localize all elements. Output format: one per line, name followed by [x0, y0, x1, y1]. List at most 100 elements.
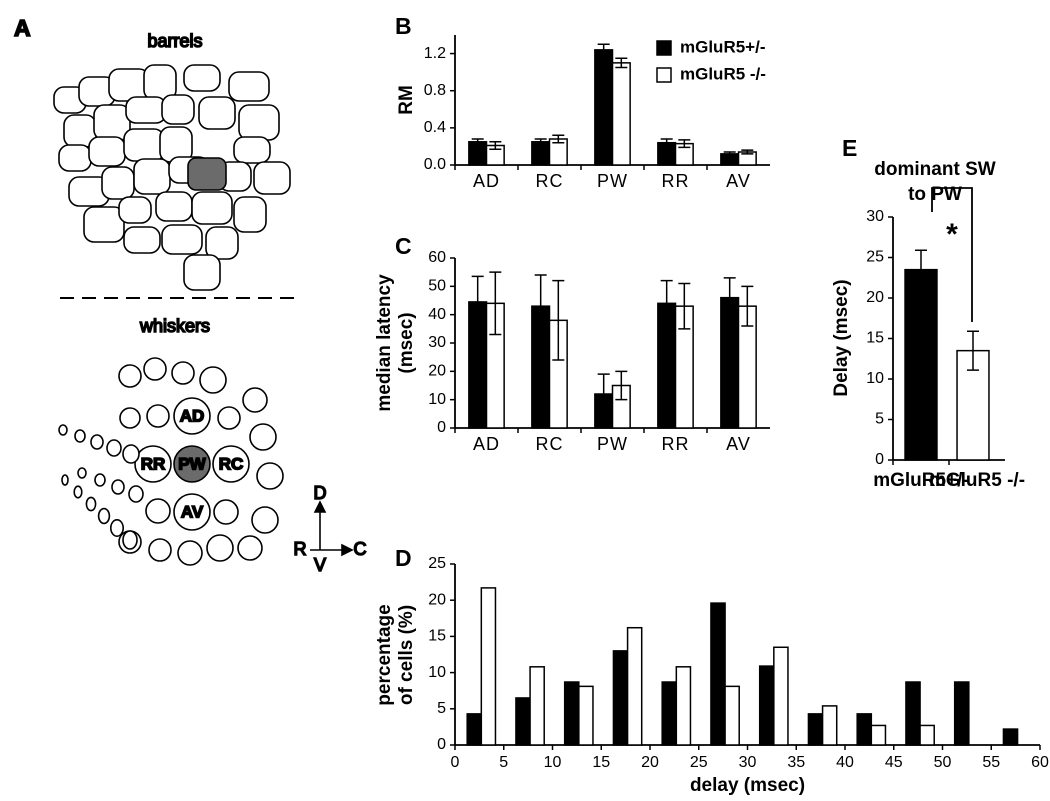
- error-bar: [723, 151, 736, 157]
- barrel: [155, 191, 193, 222]
- histogram-bar: [578, 685, 594, 746]
- histogram-bar: [856, 713, 873, 746]
- x-tick-label: 60: [1031, 754, 1049, 771]
- y-tick-label: 0: [437, 736, 446, 753]
- barrel: [233, 196, 267, 233]
- histogram-bar: [821, 705, 838, 746]
- y-tick-label: 10: [866, 370, 884, 387]
- panel-label: D: [395, 545, 412, 571]
- x-tick-label: 45: [885, 754, 903, 771]
- barrel: [133, 158, 171, 195]
- error-bar: [967, 330, 979, 371]
- error-bar: [615, 57, 628, 69]
- y-axis-label: (msec): [396, 312, 417, 373]
- error-bar: [597, 43, 610, 57]
- x-tick-label: 5: [499, 754, 508, 771]
- barrel: [123, 226, 161, 254]
- whisker: [242, 387, 268, 413]
- x-tick-label: 20: [641, 754, 659, 771]
- legend-label: mGluR5 -/-: [680, 64, 766, 83]
- barrel: [101, 166, 135, 200]
- y-tick-label: 0.4: [424, 119, 446, 136]
- whiskers-label: whiskers: [139, 316, 210, 336]
- barrel: [183, 64, 221, 92]
- x-tick-label: PW: [597, 171, 628, 191]
- whisker: [173, 445, 211, 483]
- histogram-bar: [661, 681, 678, 746]
- whisker: [128, 485, 144, 503]
- y-tick-label: 30: [866, 208, 884, 225]
- panel-label: C: [395, 233, 412, 259]
- whisker: [97, 507, 111, 525]
- histogram-bar: [515, 697, 531, 746]
- whisker: [61, 474, 69, 486]
- whisker: [111, 479, 125, 495]
- barrel: [233, 136, 271, 164]
- panel-label: B: [395, 13, 412, 39]
- x-tick-label: 50: [934, 754, 952, 771]
- significance-marker: *: [946, 218, 958, 251]
- barrel: [58, 144, 92, 172]
- whisker: [171, 361, 195, 385]
- y-tick-label: 60: [428, 249, 446, 266]
- error-bar: [534, 274, 547, 339]
- bar: [594, 49, 614, 166]
- whisker: [177, 540, 203, 566]
- whisker: [74, 429, 86, 443]
- y-axis-label: RM: [396, 85, 417, 115]
- barrel: [205, 226, 239, 260]
- whisker: [206, 534, 234, 562]
- y-tick-label: 10: [428, 391, 446, 408]
- whisker: [145, 498, 171, 524]
- barrel: [83, 206, 125, 243]
- x-tick-label: RC: [536, 434, 564, 454]
- error-bar: [678, 139, 691, 149]
- y-axis-label: median latency: [374, 274, 395, 412]
- x-tick-label: 55: [982, 754, 1000, 771]
- x-tick-label: RR: [662, 171, 690, 191]
- error-bar: [471, 275, 484, 329]
- legend-label: mGluR5+/-: [680, 37, 766, 56]
- error-bar: [678, 282, 691, 330]
- x-tick-label: RR: [662, 434, 690, 454]
- y-tick-label: 40: [428, 306, 446, 323]
- whisker: [173, 397, 211, 435]
- histogram-bar: [773, 646, 789, 746]
- error-bar: [741, 285, 754, 327]
- x-tick-label: AD: [473, 171, 500, 191]
- error-bar: [597, 373, 610, 415]
- barrels-label: barrels: [147, 31, 202, 51]
- whisker: [213, 499, 239, 525]
- whisker-label: RC: [219, 454, 244, 473]
- whisker: [237, 535, 263, 561]
- y-axis-label: Delay (msec): [831, 279, 852, 396]
- x-tick-label: 15: [592, 754, 610, 771]
- histogram-bar: [953, 681, 970, 746]
- significance-bracket: [931, 187, 973, 322]
- x-tick-label: AV: [726, 171, 751, 191]
- barrel: [238, 104, 280, 141]
- histogram-bar: [529, 666, 545, 746]
- bracket: [931, 187, 973, 322]
- y-tick-label: 25: [428, 555, 446, 572]
- x-tick-label: AD: [473, 434, 500, 454]
- y-tick-label: 15: [428, 628, 446, 645]
- barrel: [125, 96, 167, 124]
- x-tick-label: 30: [739, 754, 757, 771]
- whisker-label: AD: [180, 406, 205, 425]
- y-tick-label: 1.2: [424, 45, 446, 62]
- compass-label: D: [314, 483, 327, 503]
- histogram-bar: [807, 713, 824, 746]
- bar: [611, 62, 631, 166]
- whisker: [134, 445, 172, 483]
- chart-title: to PW: [908, 184, 962, 205]
- arrowhead: [313, 500, 354, 557]
- histogram-bar: [905, 681, 921, 746]
- whisker: [148, 538, 172, 562]
- barrel: [228, 71, 270, 102]
- y-tick-label: 0: [875, 451, 884, 468]
- whisker: [143, 357, 167, 381]
- compass-label: V: [314, 555, 326, 575]
- whisker: [110, 518, 125, 537]
